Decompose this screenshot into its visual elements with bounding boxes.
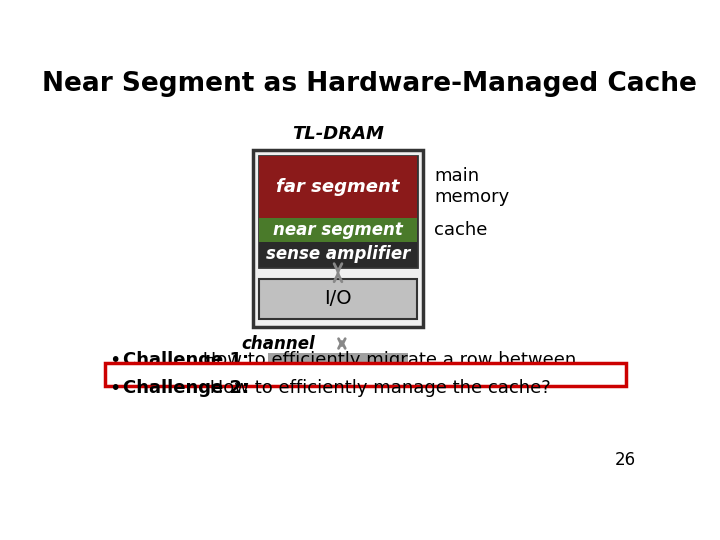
Text: How to efficiently manage the cache?: How to efficiently manage the cache?: [204, 379, 551, 397]
Text: Near Segment as Hardware-Managed Cache: Near Segment as Hardware-Managed Cache: [42, 71, 696, 97]
Text: segments?: segments?: [123, 368, 244, 386]
Bar: [259, 156, 417, 218]
Bar: [269, 353, 408, 362]
Bar: [104, 363, 626, 386]
Text: 26: 26: [616, 451, 636, 469]
Bar: [253, 150, 423, 327]
Text: •: •: [109, 379, 121, 398]
Text: •: •: [109, 351, 121, 370]
Text: near segment: near segment: [273, 221, 403, 239]
Text: channel: channel: [241, 335, 315, 353]
Bar: [259, 279, 417, 319]
Text: main
memory: main memory: [434, 167, 509, 206]
Text: I/O: I/O: [324, 289, 352, 308]
Text: sense amplifier: sense amplifier: [266, 245, 410, 264]
Text: far segment: far segment: [276, 178, 400, 195]
Bar: [259, 218, 417, 242]
Text: TL-DRAM: TL-DRAM: [292, 125, 384, 143]
Text: cache: cache: [434, 221, 487, 239]
Text: Challenge 1:: Challenge 1:: [123, 351, 249, 369]
Bar: [259, 156, 417, 267]
Bar: [259, 242, 417, 267]
Text: Challenge 2:: Challenge 2:: [123, 379, 249, 397]
Text: How to efficiently migrate a row between: How to efficiently migrate a row between: [197, 351, 576, 369]
